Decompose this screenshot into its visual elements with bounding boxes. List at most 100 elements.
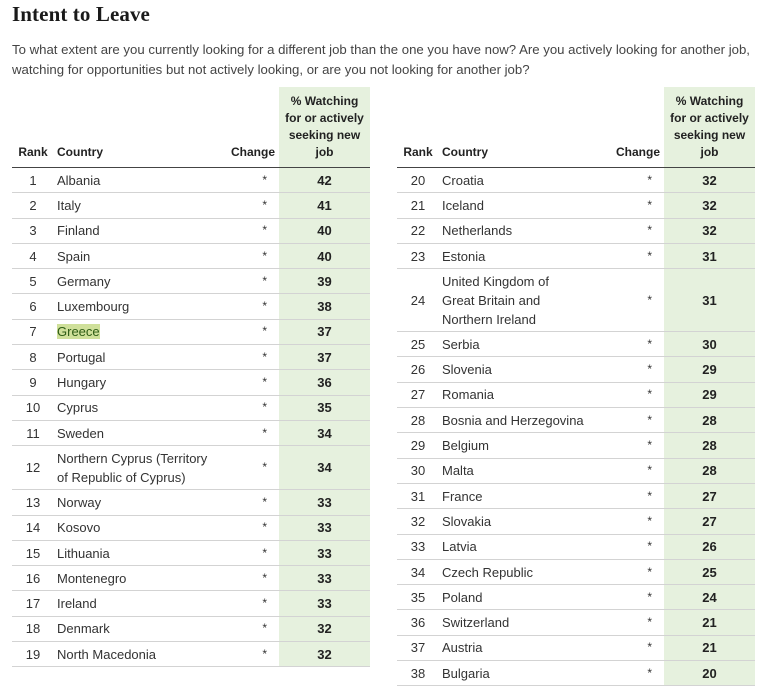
country-cell: Switzerland xyxy=(439,610,602,635)
country-name: North Macedonia xyxy=(57,646,156,662)
rank-cell: 9 xyxy=(29,375,37,391)
change-cell: * xyxy=(262,425,267,440)
country-name: Ireland xyxy=(57,596,97,612)
country-name: Finland xyxy=(57,223,100,239)
change-cell: * xyxy=(647,589,652,604)
table-row: 37 Austria * 21 xyxy=(397,635,755,661)
rank-cell: 16 xyxy=(25,570,41,586)
percent-cell: 37 xyxy=(279,319,370,345)
country-cell: France xyxy=(439,483,602,508)
table-row: 33 Latvia * 26 xyxy=(397,534,755,560)
table-row: 19 North Macedonia * 32 xyxy=(12,641,370,667)
change-cell: * xyxy=(262,494,267,509)
rank-cell: 31 xyxy=(410,488,426,504)
table-row: 26 Slovenia * 29 xyxy=(397,356,755,383)
table-header-row: Rank Country Change % Watching for or ac… xyxy=(397,87,755,168)
change-cell: * xyxy=(262,273,267,288)
country-name: Netherlands xyxy=(442,223,513,239)
change-cell: * xyxy=(262,299,267,314)
country-cell: Austria xyxy=(439,635,602,660)
change-cell: * xyxy=(262,621,267,636)
rank-cell: 27 xyxy=(410,387,426,403)
country-name: Estonia xyxy=(442,248,486,264)
country-name: Poland xyxy=(442,589,483,605)
header-country: Country xyxy=(57,145,103,159)
country-cell: Montenegro xyxy=(54,566,217,591)
change-cell: * xyxy=(647,172,652,187)
country-name: Latvia xyxy=(442,539,477,555)
change-cell: * xyxy=(262,324,267,339)
change-cell: * xyxy=(262,570,267,585)
country-name: Serbia xyxy=(442,336,480,352)
percent-cell: 37 xyxy=(279,344,370,370)
percent-cell: 38 xyxy=(279,293,370,320)
percent-cell: 33 xyxy=(279,515,370,541)
country-name: Italy xyxy=(57,197,81,213)
table-header-row: Rank Country Change % Watching for or ac… xyxy=(12,87,370,168)
country-name: Cyprus xyxy=(57,400,99,416)
table-row: 4 Spain * 40 xyxy=(12,243,370,269)
rank-cell: 29 xyxy=(410,438,426,454)
table-row: 32 Slovakia * 27 xyxy=(397,508,755,535)
rank-cell: 28 xyxy=(410,412,426,428)
country-name: Bulgaria xyxy=(442,665,490,681)
change-cell: * xyxy=(647,362,652,377)
country-name: Spain xyxy=(57,248,91,264)
table-row: 5 Germany * 39 xyxy=(12,268,370,294)
country-name: Germany xyxy=(57,273,111,289)
change-cell: * xyxy=(647,292,652,307)
country-name: Iceland xyxy=(442,197,484,213)
change-cell: * xyxy=(647,387,652,402)
country-name: Slovenia xyxy=(442,362,492,378)
rank-cell: 36 xyxy=(410,615,426,631)
table-row: 13 Norway * 33 xyxy=(12,489,370,516)
change-cell: * xyxy=(647,197,652,212)
table-row: 16 Montenegro * 33 xyxy=(12,565,370,591)
country-name-line: Northern Cyprus (Territory xyxy=(57,450,208,466)
rank-cell: 11 xyxy=(26,425,40,441)
table-row: 24 United Kingdom of Great Britain and Nort… xyxy=(397,268,755,332)
header-rank: Rank xyxy=(403,145,433,159)
country-name: Bosnia and Herzegovina xyxy=(442,412,584,428)
table-row: 23 Estonia * 31 xyxy=(397,243,755,269)
table-row: 15 Lithuania * 33 xyxy=(12,540,370,566)
rank-cell: 24 xyxy=(410,292,426,308)
change-cell: * xyxy=(647,513,652,528)
table-row: 31 France * 27 xyxy=(397,483,755,509)
rank-cell: 20 xyxy=(410,172,426,188)
rank-cell: 7 xyxy=(29,324,37,340)
country-cell: Germany xyxy=(54,269,217,294)
percent-cell: 35 xyxy=(279,395,370,421)
rank-cell: 10 xyxy=(25,400,41,416)
country-cell: Poland xyxy=(439,585,602,610)
country-name: Denmark xyxy=(57,621,110,637)
country-cell: Northern Cyprus (Territory of Republic of… xyxy=(54,446,217,490)
rank-cell: 26 xyxy=(410,362,426,378)
percent-cell: 21 xyxy=(664,609,755,636)
percent-cell: 40 xyxy=(279,218,370,244)
header-rank: Rank xyxy=(18,145,48,159)
table-row: 34 Czech Republic * 25 xyxy=(397,559,755,585)
country-name-line: Northern Ireland xyxy=(442,311,536,327)
rank-cell: 5 xyxy=(29,273,37,289)
rank-cell: 35 xyxy=(410,589,426,605)
header-pct-line2: for or actively xyxy=(670,111,749,125)
header-pct-line1: % Watching xyxy=(290,94,359,108)
country-cell: Hungary xyxy=(54,370,217,395)
rank-cell: 34 xyxy=(410,564,426,580)
country-name: France xyxy=(442,488,483,504)
table-row: 10 Cyprus * 35 xyxy=(12,395,370,421)
percent-cell: 32 xyxy=(279,641,370,667)
rank-cell: 13 xyxy=(25,494,41,510)
change-cell: * xyxy=(647,412,652,427)
ranking-table-left: Rank Country Change % Watching for or ac… xyxy=(12,87,370,667)
survey-question: To what extent are you currently looking… xyxy=(12,42,750,77)
percent-cell: 28 xyxy=(664,458,755,484)
table-row: 2 Italy * 41 xyxy=(12,192,370,219)
country-cell: Luxembourg xyxy=(54,294,217,319)
country-cell: Croatia xyxy=(439,168,602,193)
country-name: Croatia xyxy=(442,172,484,188)
change-cell: * xyxy=(262,172,267,187)
change-cell: * xyxy=(647,336,652,351)
table-row: 36 Switzerland * 21 xyxy=(397,609,755,636)
